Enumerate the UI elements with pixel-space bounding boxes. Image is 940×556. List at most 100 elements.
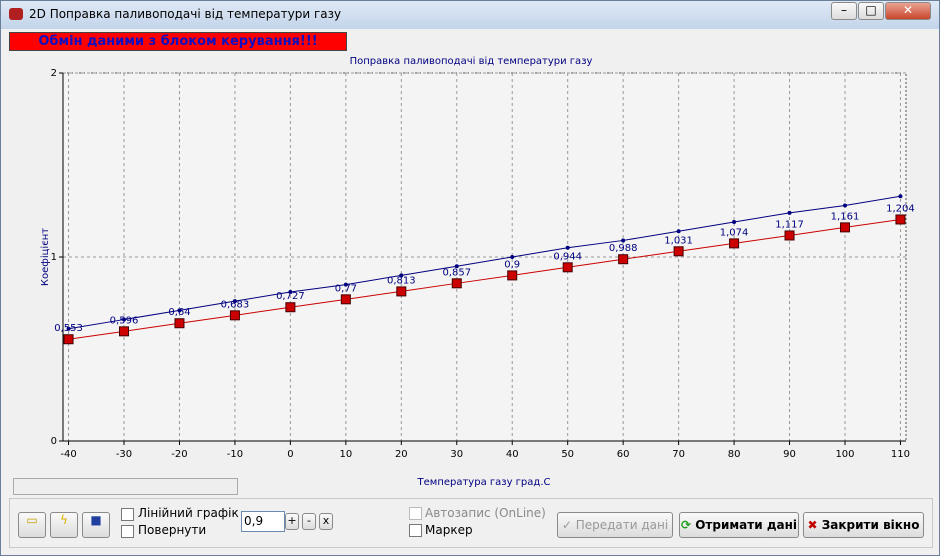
send-label: Передати дані [575, 518, 669, 532]
x-tick-label: 60 [617, 449, 630, 460]
point-marker [340, 294, 351, 305]
x-tick-label: 70 [672, 449, 685, 460]
point-marker [895, 214, 906, 225]
x-axis-label: Температура газу град.С [417, 477, 551, 488]
data-label: 1,031 [664, 235, 693, 246]
autosave-checkbox [409, 507, 422, 520]
data-label: 0,64 [168, 307, 190, 318]
close-label: Закрити вікно [821, 518, 920, 532]
flash-button[interactable]: ϟ [50, 512, 78, 538]
point-marker [729, 238, 740, 249]
series-line [68, 218, 901, 340]
status-banner: Обмін даними з блоком керування!!! [9, 32, 347, 51]
rotate-checkbox[interactable] [121, 525, 134, 538]
y-tick-label: 2 [51, 68, 57, 79]
title-bar: 2D Поправка паливоподачі від температури… [1, 1, 939, 29]
save-button[interactable]: ■ [82, 512, 110, 538]
point-marker [288, 289, 293, 294]
rotate-label: Повернути [138, 523, 207, 537]
close-window-button[interactable]: ✖ Закрити вікно [803, 512, 924, 538]
data-label: 1,074 [720, 227, 749, 238]
point-marker [174, 318, 185, 329]
point-marker [510, 255, 515, 259]
point-marker [454, 264, 459, 269]
data-label: 1,117 [775, 219, 804, 230]
point-marker [562, 262, 573, 273]
chart: Поправка паливоподачі від температури га… [39, 55, 915, 488]
plus-button[interactable]: + [285, 513, 299, 530]
data-label: 0,77 [335, 283, 357, 294]
step-input[interactable]: 0,9 [241, 511, 285, 532]
marker-checkbox[interactable] [409, 524, 422, 537]
progress-bar [13, 478, 238, 495]
point-marker [787, 210, 792, 215]
data-label: 0,857 [442, 267, 471, 278]
x-tick-label: 30 [450, 449, 463, 460]
x-tick-label: -40 [60, 449, 76, 460]
x-tick-label: -20 [171, 449, 187, 460]
maximize-button[interactable]: □ [858, 2, 884, 20]
data-label: 0,813 [387, 275, 416, 286]
x-tick-label: 90 [783, 449, 796, 460]
point-marker [451, 278, 462, 289]
y-tick-label: 0 [51, 436, 57, 447]
point-marker [399, 273, 404, 278]
point-marker [177, 308, 182, 313]
y-tick-label: 1 [51, 252, 57, 263]
point-marker [732, 220, 737, 225]
data-label: 1,204 [886, 203, 915, 214]
x-tick-label: 10 [339, 449, 352, 460]
point-marker [618, 254, 629, 265]
point-marker [122, 317, 127, 322]
y-axis-label: Коефіцієнт [39, 228, 51, 286]
chart-title: Поправка паливоподачі від температури га… [350, 55, 593, 67]
point-marker [673, 246, 684, 257]
clear-button[interactable]: x [319, 513, 333, 530]
point-marker [66, 326, 71, 331]
autosave-label: Автозапис (OnLine) [425, 506, 546, 520]
point-marker [229, 310, 240, 321]
data-label: 0,988 [609, 243, 638, 254]
marker-label: Маркер [425, 523, 473, 537]
send-button: ✓ Передати дані [557, 512, 673, 538]
minus-button[interactable]: - [302, 513, 316, 530]
minimize-button[interactable]: – [831, 2, 857, 20]
data-label: 0,727 [276, 291, 305, 302]
point-marker [232, 299, 237, 304]
data-label: 0,9 [504, 259, 520, 270]
receive-label: Отримати дані [695, 518, 798, 532]
point-marker [119, 326, 130, 337]
x-tick-label: 80 [728, 449, 741, 460]
point-marker [396, 286, 407, 297]
x-tick-label: 0 [287, 449, 293, 460]
series-line [68, 195, 901, 330]
receive-button[interactable]: ⟳ Отримати дані [679, 512, 799, 538]
window-title: 2D Поправка паливоподачі від температури… [29, 7, 342, 21]
point-marker [343, 282, 348, 287]
point-marker [565, 245, 570, 250]
open-button[interactable]: ▭ [18, 512, 46, 538]
close-button[interactable]: ✕ [885, 2, 931, 20]
point-marker [621, 238, 626, 243]
data-label: 1,161 [831, 211, 860, 222]
x-tick-label: 100 [835, 449, 854, 460]
data-label: 0,683 [221, 299, 250, 310]
x-tick-label: 40 [506, 449, 519, 460]
x-tick-label: -30 [116, 449, 132, 460]
point-marker [285, 302, 296, 313]
point-marker [507, 270, 518, 281]
data-label: 0,553 [54, 323, 83, 334]
point-marker [839, 222, 850, 233]
linear-checkbox[interactable] [121, 508, 134, 521]
x-tick-label: 50 [561, 449, 574, 460]
point-marker [784, 230, 795, 241]
point-marker [63, 334, 74, 345]
app-icon [9, 8, 23, 20]
point-marker [898, 194, 903, 199]
linear-label: Лінійний графік [138, 506, 239, 520]
x-tick-label: 110 [891, 449, 910, 460]
data-label: 0,596 [110, 315, 139, 326]
x-tick-label: -10 [227, 449, 243, 460]
point-marker [842, 203, 847, 208]
